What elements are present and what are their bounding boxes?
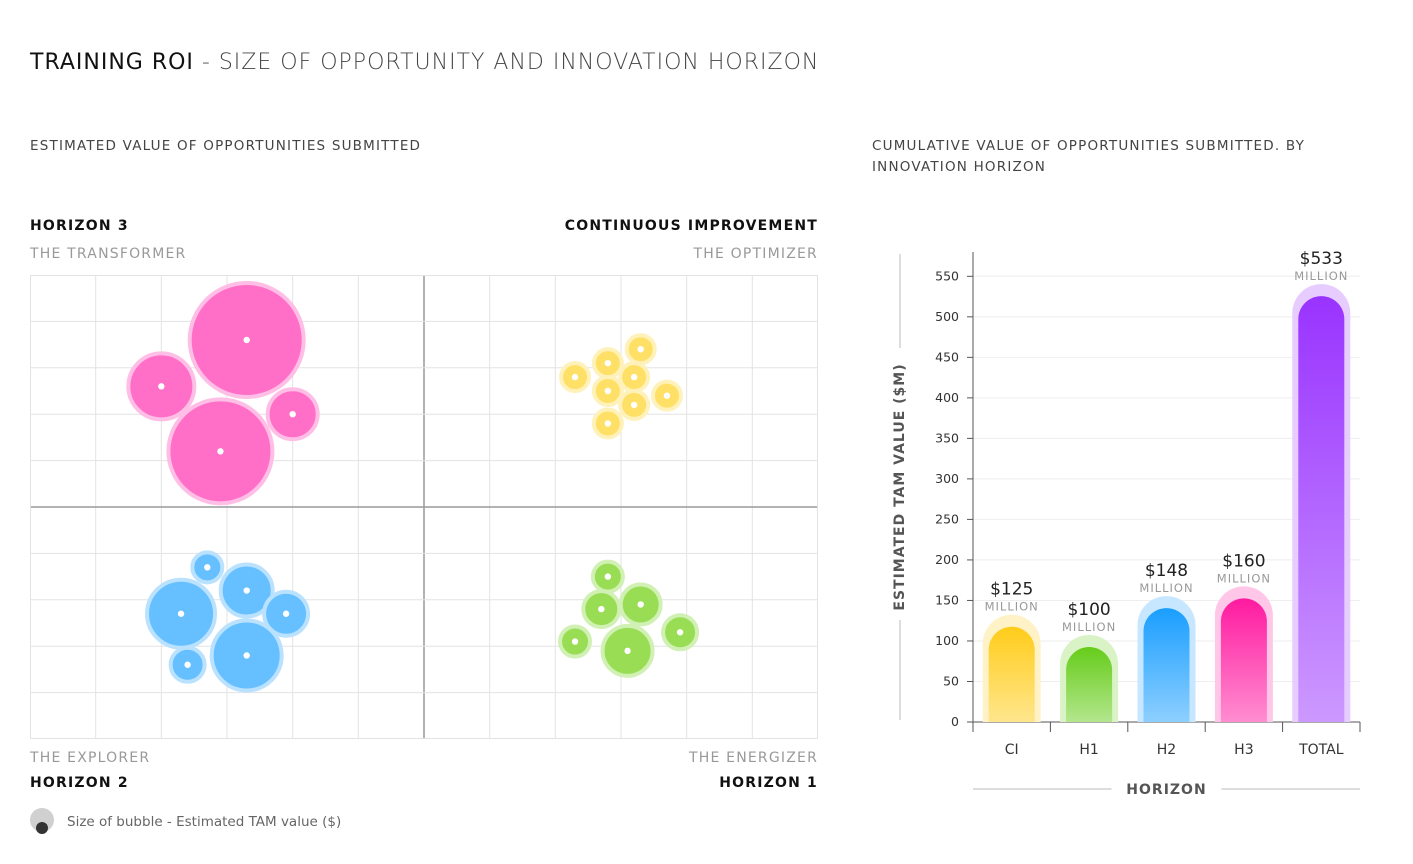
bar-value-label: $100 [1067,600,1110,620]
bubble-center-dot [184,661,191,668]
bubble-center-dot [177,610,185,617]
bubble-center-dot [204,564,211,571]
x-tick-label: H2 [1157,742,1176,758]
bubble-center-dot [637,346,644,353]
quadrant-heading-top-right: CONTINUOUS IMPROVEMENT [564,218,818,234]
bubble-chart-subtitle: ESTIMATED VALUE OF OPPORTUNITIES SUBMITT… [30,138,422,154]
bubble-center-dot [571,373,579,381]
quadrant-label-bottom-left: THE EXPLORER [30,750,151,766]
bar [1298,296,1345,722]
y-tick-label: 100 [935,633,959,648]
bubble-chart [30,275,818,739]
bar-unit-label: MILLION [1062,620,1116,634]
y-tick-label: 250 [935,511,959,526]
bubble-center-dot [604,420,612,427]
y-tick-label: 300 [935,471,959,486]
bar-unit-label: MILLION [1139,581,1193,595]
quadrant-heading-bottom-right: HORIZON 1 [719,775,818,791]
y-tick-label: 500 [935,309,959,324]
bubble-series [126,280,320,506]
bar [988,626,1035,722]
bar-unit-label: MILLION [1294,269,1348,283]
bubble-center-dot [676,629,684,636]
y-axis-title: ESTIMATED TAM VALUE ($M) [892,363,908,610]
y-tick-label: 350 [935,430,959,445]
y-tick-label: 50 [943,673,959,688]
quadrant-heading-bottom-left: HORIZON 2 [30,775,129,791]
bar-value-label: $160 [1222,551,1265,571]
bubble-center-dot [158,383,165,390]
bar-unit-label: MILLION [1217,571,1271,585]
y-tick-label: 400 [935,390,959,405]
bubble-center-dot [289,411,296,418]
quadrant-heading-top-left: HORIZON 3 [30,218,129,234]
bubble-center-dot [624,647,631,655]
bubble-center-dot [630,373,638,381]
bar-value-label: $148 [1145,561,1188,581]
bubble-center-dot [604,387,612,395]
bubble-center-dot [243,336,250,344]
bar [1220,598,1267,722]
page-title-bold: TRAINING ROI [30,50,194,75]
bubble-center-dot [604,573,612,580]
bar-chart-subtitle-line2: INNOVATION HORIZON [872,159,1047,175]
bubble-size-legend-text: Size of bubble - Estimated TAM value ($) [67,814,342,830]
bubble-size-legend-icon [30,808,54,834]
bar-unit-label: MILLION [985,600,1039,614]
bar-chart-subtitle: CUMULATIVE VALUE OF OPPORTUNITIES SUBMIT… [872,136,1305,178]
quadrant-label-bottom-right: THE ENERGIZER [688,750,818,766]
bubble-center-dot [243,587,250,594]
page-title-rest: - SIZE OF OPPORTUNITY AND INNOVATION HOR… [193,50,820,75]
y-tick-label: 450 [935,349,959,364]
bubble-center-dot [604,359,612,367]
bar [1066,646,1113,722]
y-tick-label: 0 [951,714,959,729]
bubble-center-dot [217,448,224,455]
bar-value-label: $533 [1300,249,1343,269]
x-tick-label: H3 [1234,742,1253,758]
y-tick-label: 550 [935,268,959,283]
bubble-center-dot [243,652,250,659]
x-tick-label: H1 [1079,742,1098,758]
page-title: TRAINING ROI - SIZE OF OPPORTUNITY AND I… [30,50,819,75]
bubble-chart-frame [30,275,818,739]
bubble-series [559,333,683,440]
bubble-center-dot [598,605,605,613]
x-tick-label: TOTAL [1298,742,1344,758]
bubble-center-dot [637,601,644,608]
bubble-center-dot [282,610,290,617]
x-axis-title: HORIZON [1126,782,1206,798]
bubble-series [558,559,700,678]
quadrant-label-top-left: THE TRANSFORMER [30,246,187,262]
bubble-center-dot [663,392,671,399]
bubble-grid [30,275,818,739]
bubble-series [145,550,311,693]
bar-chart-subtitle-line1: CUMULATIVE VALUE OF OPPORTUNITIES SUBMIT… [872,138,1306,154]
bar-chart: 0 50 100 150 200 250 300 350 400 450 500 550 ESTIMAT… [892,249,1361,798]
x-tick-label: CI [1005,742,1019,758]
bubble-center-dot [630,401,638,409]
quadrant-label-top-right: THE OPTIMIZER [693,246,818,262]
y-tick-label: 150 [935,592,959,607]
y-tick-label: 200 [935,552,959,567]
bar [1143,608,1190,722]
bubble-center-dot [571,638,579,645]
bar-value-label: $125 [990,580,1033,600]
